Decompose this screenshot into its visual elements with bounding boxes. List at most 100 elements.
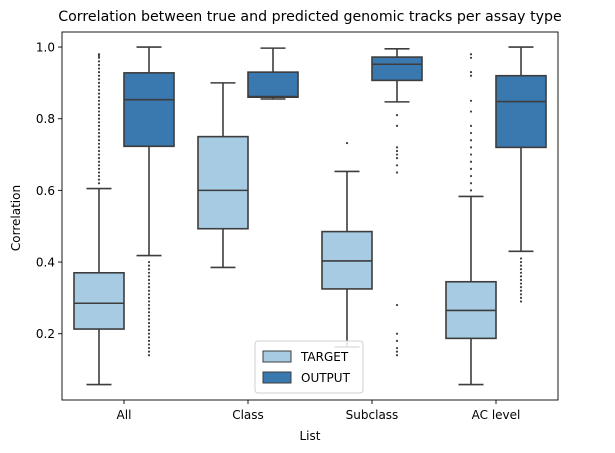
output-outlier: [519, 293, 523, 296]
target-outlier: [97, 85, 101, 88]
target-outlier: [97, 74, 101, 77]
output-outlier: [395, 153, 399, 156]
output-outlier: [147, 350, 151, 353]
output-outlier: [147, 275, 151, 278]
legend-label-output: OUTPUT: [301, 371, 351, 385]
target-outlier: [97, 92, 101, 95]
x-tick-label: Subclass: [346, 408, 399, 422]
target-outlier: [345, 141, 349, 145]
output-outlier: [395, 332, 399, 335]
y-tick-label: 0.6: [36, 184, 55, 198]
output-outlier: [395, 303, 399, 307]
target-outlier: [97, 121, 101, 124]
output-outlier: [519, 264, 523, 267]
target-outlier: [97, 164, 101, 167]
output-outlier: [147, 289, 151, 292]
output-outlier: [147, 307, 151, 310]
target-outlier: [469, 124, 473, 127]
target-outlier: [97, 81, 101, 84]
output-outlier: [147, 282, 151, 285]
output-outlier: [395, 157, 399, 160]
target-outlier: [97, 60, 101, 63]
legend-swatch-output: [262, 371, 292, 384]
y-tick-label: 0.2: [36, 327, 55, 341]
target-box: [197, 135, 249, 230]
output-outlier: [395, 339, 399, 342]
output-outlier: [147, 311, 151, 314]
target-outlier: [97, 96, 101, 99]
x-tick-label: Class: [232, 408, 264, 422]
target-outlier: [97, 167, 101, 170]
target-outlier: [469, 153, 473, 156]
output-outlier: [395, 114, 399, 117]
output-outlier: [147, 354, 151, 357]
target-outlier: [97, 160, 101, 163]
output-outlier: [395, 350, 399, 353]
target-outlier: [469, 131, 473, 135]
target-outlier: [469, 139, 473, 142]
plot-area: 0.2 0.4 0.6 0.8 1.0 All Class Subclass AC level T…: [36, 31, 559, 422]
output-outlier: [519, 296, 523, 299]
target-outlier: [469, 71, 473, 74]
target-outlier: [469, 146, 473, 149]
target-outlier: [469, 99, 473, 102]
target-outlier: [97, 53, 101, 56]
output-outlier: [147, 321, 151, 325]
output-outlier: [147, 346, 151, 350]
x-tick-label: All: [117, 408, 132, 422]
output-outlier: [147, 339, 151, 342]
output-outlier: [519, 257, 523, 260]
x-axis-label: List: [300, 429, 321, 443]
target-outlier: [97, 178, 101, 181]
output-outlier: [147, 260, 151, 264]
output-box: [247, 71, 299, 99]
target-outlier: [97, 157, 101, 160]
target-outlier: [469, 160, 473, 163]
output-outlier: [395, 346, 399, 350]
output-outlier: [519, 271, 523, 274]
target-outlier: [469, 56, 473, 59]
output-outlier: [519, 268, 523, 271]
output-outlier: [519, 275, 523, 278]
target-outlier: [97, 135, 101, 138]
y-tick-label: 0.8: [36, 112, 55, 126]
legend: [254, 340, 364, 394]
x-tick-label: AC level: [472, 408, 521, 422]
target-outlier: [97, 63, 101, 67]
output-outlier: [147, 268, 151, 271]
output-box: [371, 56, 423, 82]
target-outlier: [97, 131, 101, 135]
output-outlier: [147, 343, 151, 346]
y-tick-label: 0.4: [36, 256, 55, 270]
target-outlier: [97, 149, 101, 153]
output-outlier: [395, 149, 399, 153]
target-outlier: [97, 139, 101, 142]
target-outlier: [97, 71, 101, 74]
target-outlier: [97, 78, 101, 81]
target-outlier: [97, 117, 101, 120]
target-outlier: [97, 67, 101, 70]
y-axis-label: Correlation: [9, 185, 23, 251]
target-outlier: [97, 153, 101, 156]
target-outlier: [97, 110, 101, 113]
output-outlier: [147, 296, 151, 299]
target-outlier: [97, 106, 101, 110]
target-outlier: [97, 146, 101, 149]
output-outlier: [147, 271, 151, 274]
target-outlier: [469, 167, 473, 170]
target-outlier: [97, 56, 101, 59]
y-tick-label: 1.0: [36, 41, 55, 55]
legend-swatch-target: [262, 350, 292, 363]
output-outlier: [147, 314, 151, 317]
target-outlier: [469, 74, 473, 77]
target-outlier: [97, 88, 101, 92]
legend-label-target: TARGET: [300, 350, 349, 364]
target-outlier: [469, 189, 473, 192]
target-outlier: [97, 171, 101, 174]
target-outlier: [97, 114, 101, 117]
target-outlier: [97, 142, 101, 145]
output-outlier: [147, 329, 151, 332]
output-box: [123, 72, 175, 148]
output-outlier: [147, 336, 151, 339]
